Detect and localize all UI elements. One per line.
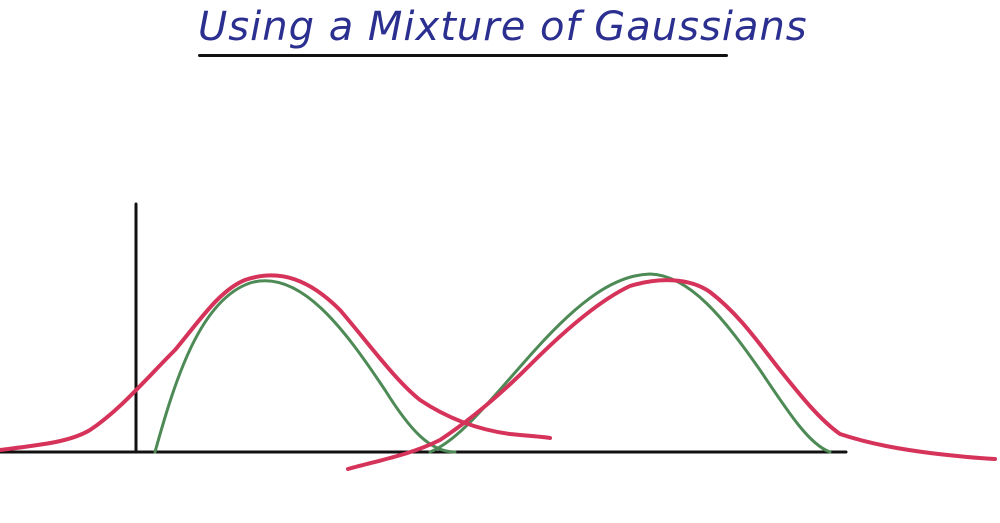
left-fitted-curve [0,273,552,452]
left-gaussian-component [153,279,457,454]
title-underline [198,54,728,57]
right-fitted-curve [346,278,997,471]
title-area: Using a Mixture of Gaussians [0,0,1000,70]
right-gaussian-component [428,272,832,454]
diagram-title: Using a Mixture of Gaussians [198,4,808,50]
